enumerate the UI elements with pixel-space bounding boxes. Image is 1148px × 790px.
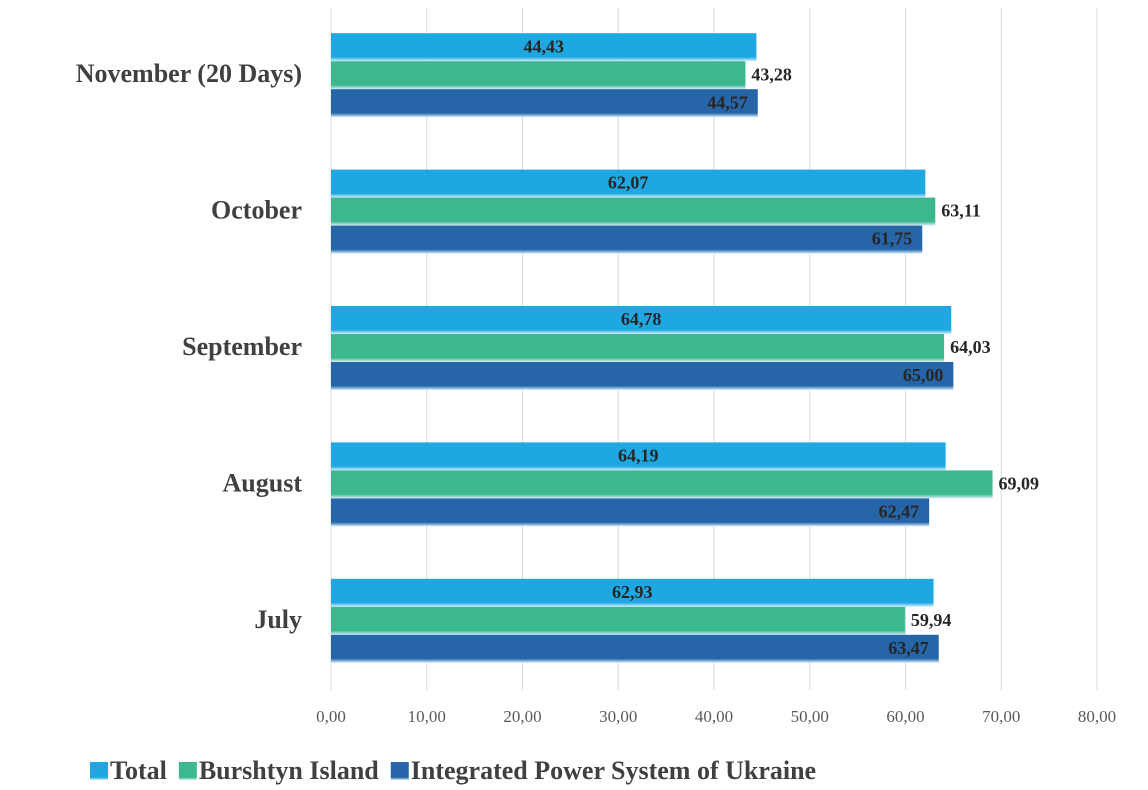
bar bbox=[331, 362, 954, 390]
category-label: August bbox=[223, 468, 303, 497]
category-label: July bbox=[254, 605, 302, 634]
category-label: October bbox=[211, 196, 302, 225]
value-label: 59,94 bbox=[911, 610, 952, 630]
x-tick-label: 40,00 bbox=[695, 707, 733, 726]
legend-swatch bbox=[178, 762, 197, 780]
value-label: 44,57 bbox=[707, 92, 748, 112]
bar bbox=[331, 89, 758, 118]
x-tick-label: 60,00 bbox=[886, 707, 924, 726]
value-label: 61,75 bbox=[872, 229, 913, 249]
value-label: 63,11 bbox=[941, 201, 981, 221]
value-label: 64,03 bbox=[950, 337, 991, 357]
category-label: September bbox=[182, 332, 302, 361]
value-label: 43,28 bbox=[751, 64, 792, 84]
value-label: 62,47 bbox=[879, 502, 920, 522]
bar bbox=[331, 197, 936, 226]
bar bbox=[331, 442, 946, 471]
bar bbox=[331, 334, 945, 362]
bar bbox=[331, 61, 746, 90]
value-label: 69,09 bbox=[999, 474, 1040, 494]
bar bbox=[331, 634, 939, 663]
x-tick-label: 70,00 bbox=[982, 707, 1020, 726]
legend-label: Integrated Power System of Ukraine bbox=[411, 756, 816, 785]
legend-label: Burshtyn Island bbox=[199, 756, 379, 785]
value-label: 64,19 bbox=[618, 446, 659, 466]
value-label: 64,78 bbox=[621, 309, 662, 329]
x-tick-label: 10,00 bbox=[408, 707, 446, 726]
value-label: 62,93 bbox=[612, 582, 653, 602]
bar bbox=[331, 33, 757, 62]
x-tick-label: 20,00 bbox=[503, 707, 541, 726]
bar bbox=[331, 470, 993, 499]
bar bbox=[331, 578, 934, 607]
legend-swatch bbox=[390, 762, 409, 780]
legend-swatch bbox=[90, 762, 108, 780]
value-label: 44,43 bbox=[523, 36, 564, 56]
x-tick-label: 30,00 bbox=[599, 707, 637, 726]
value-label: 63,47 bbox=[888, 638, 929, 658]
category-label: November (20 Days) bbox=[76, 59, 302, 88]
value-label: 65,00 bbox=[903, 365, 944, 385]
value-label: 62,07 bbox=[608, 173, 649, 193]
x-tick-label: 50,00 bbox=[791, 707, 829, 726]
bar bbox=[331, 306, 952, 334]
bar bbox=[331, 606, 905, 635]
bar bbox=[331, 225, 923, 254]
bar bbox=[331, 169, 926, 198]
bar bbox=[331, 498, 930, 527]
legend-label: Total bbox=[110, 756, 167, 785]
x-tick-label: 80,00 bbox=[1078, 707, 1116, 726]
x-tick-label: 0,00 bbox=[316, 707, 346, 726]
